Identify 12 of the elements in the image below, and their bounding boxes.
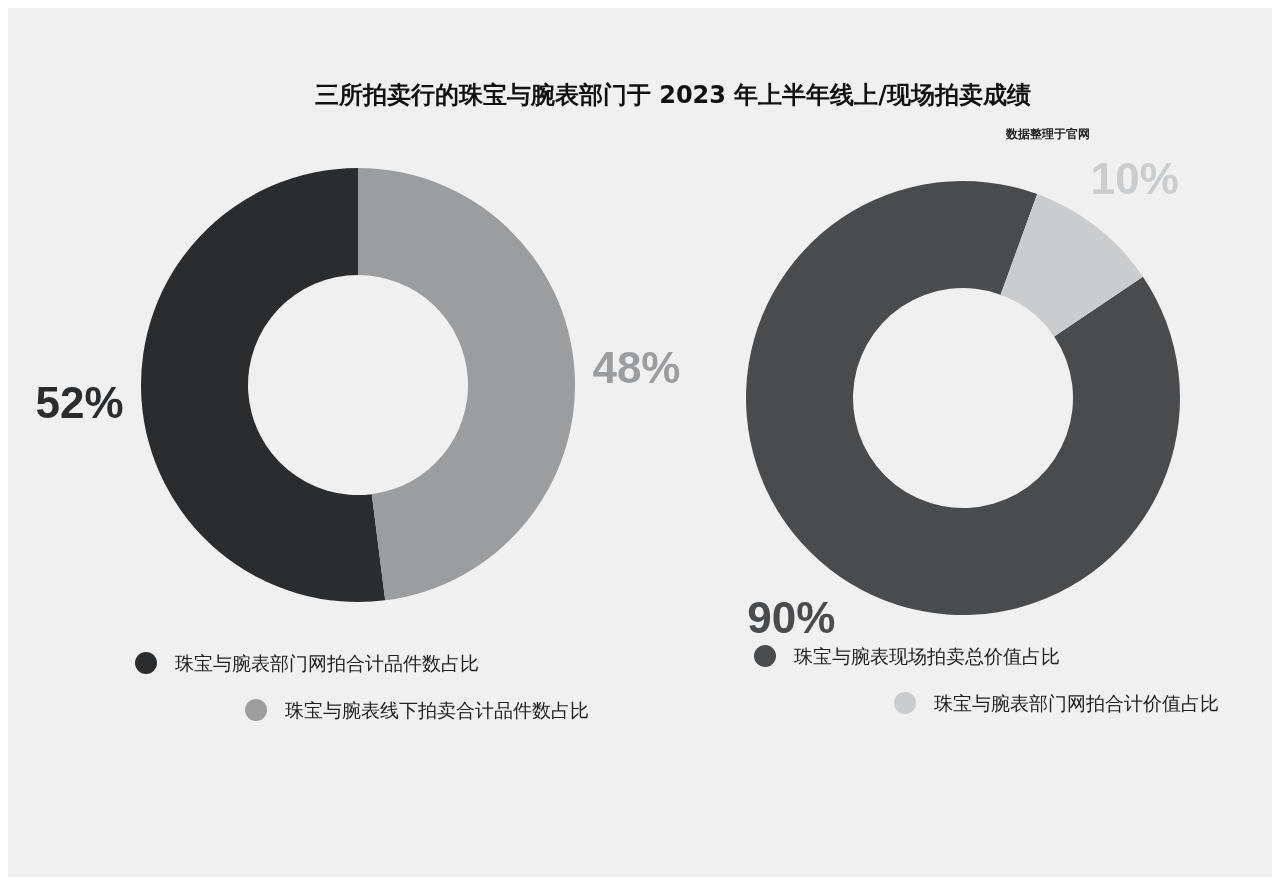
- data-label: 52%: [35, 378, 124, 428]
- text: 数据整理于官网: [1005, 127, 1090, 141]
- legend-label: 珠宝与腕表线下拍卖合计品件数占比: [285, 699, 589, 721]
- data-label: 90%: [747, 593, 836, 643]
- chart-title: 三所拍卖行的珠宝与腕表部门于 2023 年上半年线上/现场拍卖成绩: [314, 81, 1032, 109]
- donut-slice: [1000, 194, 1143, 337]
- legend-label: 珠宝与腕表部门网拍合计品件数占比: [175, 652, 479, 674]
- legend-label: 珠宝与腕表部门网拍合计价值占比: [934, 692, 1219, 714]
- donut-slice: [358, 168, 575, 601]
- donut-slice: [141, 168, 386, 602]
- data-label: 48%: [592, 342, 681, 392]
- legend-label: 珠宝与腕表现场拍卖总价值占比: [794, 645, 1060, 667]
